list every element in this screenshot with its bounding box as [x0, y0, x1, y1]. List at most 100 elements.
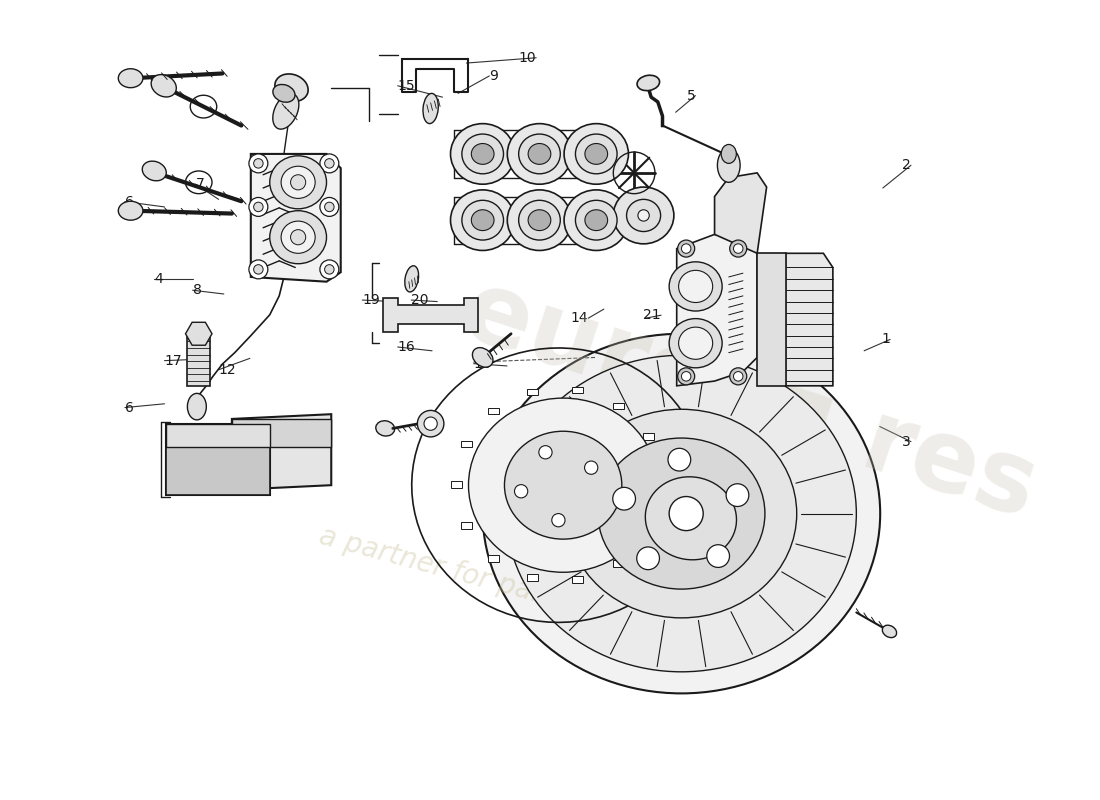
Ellipse shape — [575, 200, 617, 240]
Ellipse shape — [151, 74, 176, 97]
Circle shape — [539, 446, 552, 459]
Ellipse shape — [646, 477, 737, 560]
Polygon shape — [383, 298, 478, 332]
Bar — [166, 447, 270, 494]
Circle shape — [734, 244, 742, 254]
Circle shape — [249, 198, 267, 216]
Circle shape — [584, 461, 597, 474]
Bar — [461, 441, 472, 447]
Circle shape — [678, 368, 695, 385]
Ellipse shape — [637, 75, 660, 90]
Ellipse shape — [273, 85, 295, 102]
Text: 13: 13 — [571, 206, 588, 219]
Ellipse shape — [376, 421, 395, 436]
Ellipse shape — [273, 94, 299, 129]
Text: 4: 4 — [154, 272, 163, 286]
Bar — [166, 424, 270, 494]
Circle shape — [729, 240, 747, 257]
Polygon shape — [757, 254, 785, 386]
Text: 6: 6 — [125, 401, 134, 414]
Text: a partner for parts since 1985: a partner for parts since 1985 — [316, 522, 725, 657]
Bar — [461, 522, 472, 529]
Circle shape — [254, 202, 263, 212]
Text: 6: 6 — [125, 194, 134, 209]
Circle shape — [324, 202, 334, 212]
Ellipse shape — [717, 148, 740, 182]
Ellipse shape — [519, 134, 560, 174]
Ellipse shape — [282, 166, 316, 198]
Circle shape — [613, 487, 636, 510]
Text: 7: 7 — [196, 178, 205, 191]
Ellipse shape — [882, 626, 896, 638]
Bar — [187, 334, 210, 386]
Ellipse shape — [679, 327, 713, 359]
Text: 3: 3 — [902, 434, 911, 449]
Ellipse shape — [405, 266, 419, 292]
Circle shape — [638, 210, 649, 221]
Circle shape — [678, 240, 695, 257]
Circle shape — [552, 514, 565, 527]
Ellipse shape — [679, 270, 713, 302]
Ellipse shape — [669, 262, 722, 311]
Circle shape — [254, 158, 263, 168]
Bar — [487, 555, 499, 562]
Polygon shape — [785, 254, 833, 386]
Bar — [613, 560, 624, 566]
Text: 8: 8 — [192, 283, 201, 298]
Text: 17: 17 — [165, 354, 183, 368]
Polygon shape — [251, 154, 341, 282]
Bar — [613, 402, 624, 410]
Ellipse shape — [469, 398, 658, 572]
Circle shape — [417, 410, 444, 437]
Ellipse shape — [506, 355, 856, 672]
Ellipse shape — [451, 190, 515, 250]
Circle shape — [668, 448, 691, 471]
Circle shape — [734, 372, 742, 381]
Text: 10: 10 — [518, 50, 536, 65]
Ellipse shape — [471, 143, 494, 164]
Ellipse shape — [566, 410, 796, 618]
Circle shape — [707, 545, 729, 567]
Bar — [527, 574, 539, 581]
Ellipse shape — [275, 74, 308, 102]
Circle shape — [729, 368, 747, 385]
Text: 1: 1 — [881, 333, 890, 346]
Polygon shape — [676, 234, 757, 386]
Circle shape — [249, 154, 267, 173]
Circle shape — [320, 260, 339, 279]
Ellipse shape — [564, 124, 628, 184]
Text: eurosп res: eurosп res — [451, 262, 1048, 538]
Bar — [232, 419, 331, 447]
Circle shape — [324, 265, 334, 274]
Circle shape — [726, 484, 749, 506]
Ellipse shape — [505, 431, 622, 539]
Ellipse shape — [564, 190, 628, 250]
Text: 11: 11 — [708, 249, 727, 263]
Polygon shape — [715, 173, 767, 254]
Ellipse shape — [614, 187, 674, 244]
Ellipse shape — [290, 174, 306, 190]
Text: 20: 20 — [411, 293, 429, 307]
Circle shape — [424, 417, 438, 430]
Ellipse shape — [270, 156, 327, 209]
Bar — [572, 386, 583, 394]
Ellipse shape — [585, 210, 607, 230]
Bar — [642, 434, 654, 440]
Text: 18: 18 — [474, 357, 492, 370]
Bar — [166, 424, 270, 447]
Ellipse shape — [575, 134, 617, 174]
Ellipse shape — [507, 124, 572, 184]
Ellipse shape — [483, 334, 880, 694]
Ellipse shape — [119, 69, 143, 88]
Ellipse shape — [187, 394, 207, 420]
Text: 12: 12 — [219, 362, 236, 377]
Ellipse shape — [528, 143, 551, 164]
Text: 21: 21 — [644, 308, 661, 322]
Bar — [572, 576, 583, 582]
Ellipse shape — [519, 200, 560, 240]
Text: 14: 14 — [571, 311, 588, 326]
Bar — [487, 408, 499, 414]
Ellipse shape — [669, 318, 722, 368]
Ellipse shape — [270, 210, 327, 264]
Ellipse shape — [142, 161, 166, 181]
